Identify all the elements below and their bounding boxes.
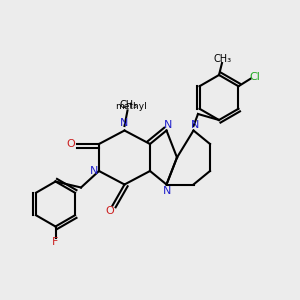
Text: CH₃: CH₃ <box>120 100 138 110</box>
Text: N: N <box>120 118 129 128</box>
Text: N: N <box>191 120 199 130</box>
Text: F: F <box>52 237 59 247</box>
Text: N: N <box>90 166 99 176</box>
Text: Cl: Cl <box>249 72 260 82</box>
Text: O: O <box>67 139 76 149</box>
Text: N: N <box>164 120 172 130</box>
Text: CH₃: CH₃ <box>214 54 232 64</box>
Text: N: N <box>163 185 172 196</box>
Text: methyl: methyl <box>115 102 147 111</box>
Text: O: O <box>106 206 115 216</box>
